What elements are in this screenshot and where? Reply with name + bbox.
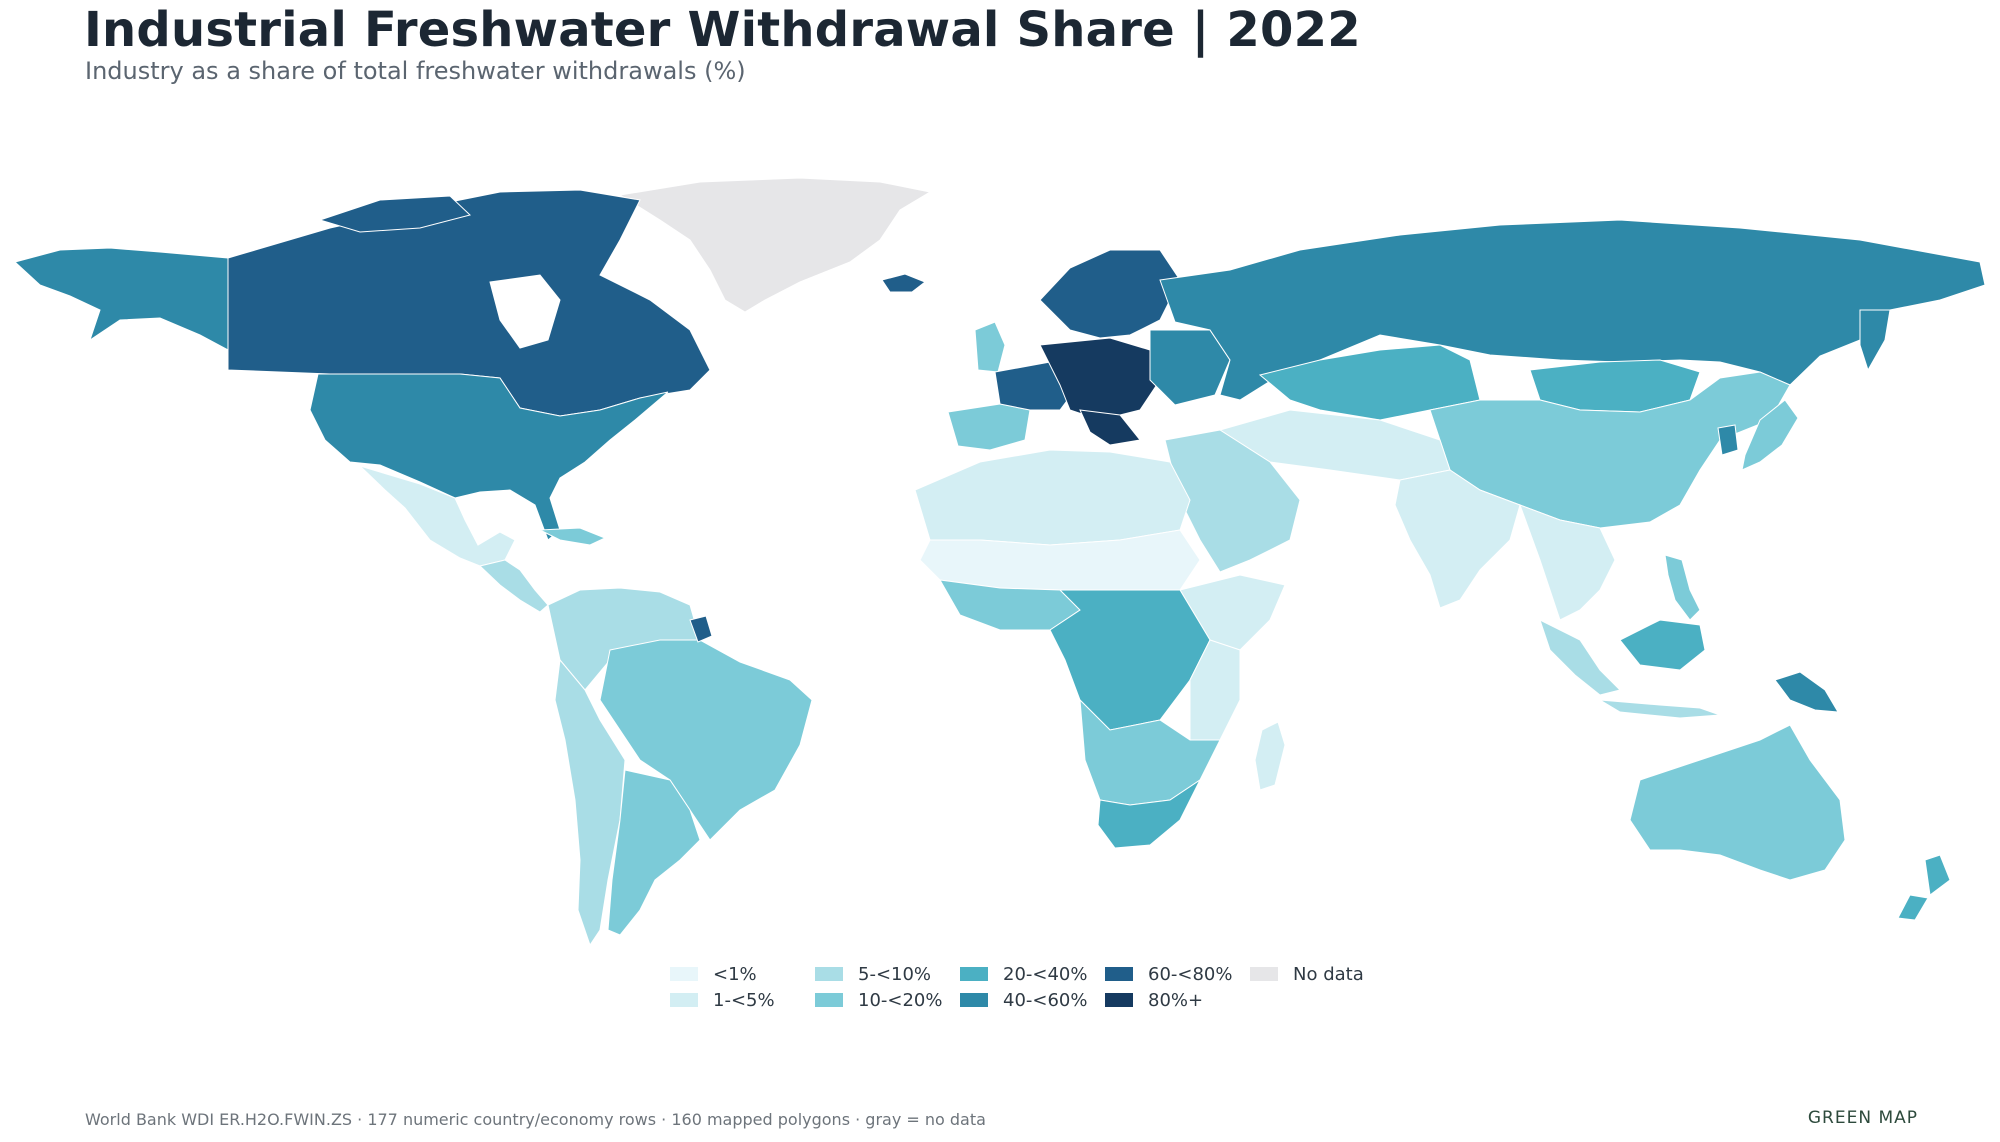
legend-label: <1%	[713, 963, 757, 985]
region-chile	[554, 658, 626, 947]
region-united-kingdom	[974, 321, 1006, 373]
region-russia	[1859, 309, 1891, 372]
region-indonesia	[1599, 699, 1721, 719]
region-iberia	[947, 403, 1031, 451]
region-north-africa	[914, 449, 1191, 546]
legend-item: 40-<60%	[960, 989, 1105, 1011]
legend-label: 40-<60%	[1003, 989, 1088, 1011]
region-canada	[318, 195, 471, 233]
legend-swatch	[815, 967, 843, 981]
region-caribbean	[538, 527, 607, 546]
legend-swatch	[815, 993, 843, 1007]
legend-item: No data	[1250, 963, 1395, 985]
legend-swatch	[1250, 967, 1278, 981]
region-madagascar	[1254, 721, 1286, 791]
region-central-america	[478, 559, 549, 613]
legend-label: 10-<20%	[858, 989, 943, 1011]
legend-label: 80%+	[1148, 989, 1204, 1011]
region-japan	[1741, 399, 1799, 471]
region-argentina	[607, 769, 701, 936]
legend-swatch	[960, 993, 988, 1007]
region-usa	[309, 373, 669, 541]
source-note: World Bank WDI ER.H2O.FWIN.ZS · 177 nume…	[85, 1110, 986, 1129]
region-new-zealand	[1897, 894, 1929, 921]
region-brazil	[599, 639, 813, 841]
legend-label: 60-<80%	[1148, 963, 1233, 985]
world-choropleth-map	[13, 177, 1986, 947]
region-australia	[1629, 724, 1846, 881]
region-suriname	[689, 615, 713, 643]
legend-swatch	[670, 967, 698, 981]
legend-swatch	[960, 967, 988, 981]
legend-label: 20-<40%	[1003, 963, 1088, 985]
legend-swatch	[1105, 993, 1133, 1007]
region-indonesia	[1539, 619, 1621, 696]
legend-label: No data	[1293, 963, 1364, 985]
region-new-zealand	[1924, 854, 1951, 896]
legend-item: 80%+	[1105, 989, 1250, 1011]
region-south-africa	[1097, 778, 1202, 849]
region-greenland	[618, 177, 932, 313]
legend-item: 20-<40%	[960, 963, 1105, 985]
brand-label: GREEN MAP	[1807, 1108, 1918, 1128]
region-scandinavia	[1039, 249, 1181, 339]
legend-label: 5-<10%	[858, 963, 932, 985]
legend-swatch	[670, 993, 698, 1007]
region-papua-new-guinea	[1774, 671, 1839, 713]
legend-label: 1-<5%	[713, 989, 775, 1011]
region-malaysia	[1619, 619, 1706, 671]
legend-item: 1-<5%	[670, 989, 815, 1011]
region-alaska	[13, 247, 229, 351]
region-europe-central	[1039, 337, 1161, 421]
legend-item: 5-<10%	[815, 963, 960, 985]
region-europe-central	[1079, 409, 1141, 446]
region-philippines	[1664, 554, 1701, 621]
region-southeast-asia	[1519, 504, 1616, 621]
region-mexico	[359, 465, 516, 567]
map-title: Industrial Freshwater Withdrawal Share |…	[84, 2, 1361, 58]
region-middle-east	[1164, 429, 1301, 573]
legend-swatch	[1105, 967, 1133, 981]
region-korea	[1717, 424, 1739, 456]
region-ocean	[489, 274, 561, 349]
map-subtitle: Industry as a share of total freshwater …	[85, 57, 746, 85]
map-legend: <1% 5-<10% 20-<40% 60-<80% No data 1-<5% 10-<2…	[670, 963, 1395, 1011]
legend-item: <1%	[670, 963, 815, 985]
region-iceland	[881, 273, 927, 293]
legend-item: 60-<80%	[1105, 963, 1250, 985]
legend-item: 10-<20%	[815, 989, 960, 1011]
region-india	[1394, 469, 1521, 609]
